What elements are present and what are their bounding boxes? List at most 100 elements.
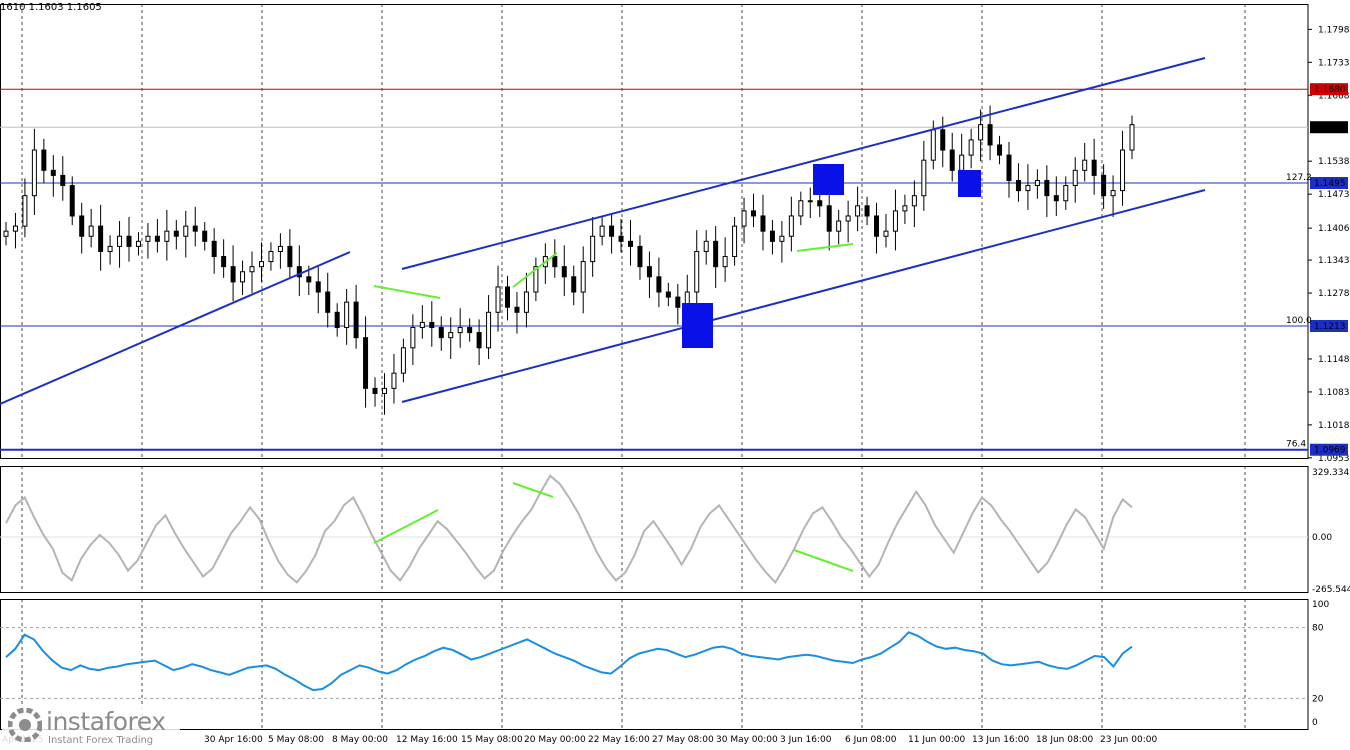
price-axis-label: 1.1406 — [1318, 224, 1350, 234]
candle-body — [722, 256, 728, 268]
candle-body — [372, 387, 378, 394]
level-price-label: 1.1680 — [1314, 85, 1346, 95]
candle-body — [987, 124, 993, 146]
price-axis-label: 1.1343 — [1318, 256, 1350, 266]
candle-body — [230, 266, 236, 283]
time-axis-label: 8 May 00:00 — [332, 735, 388, 745]
time-axis-label: 18 Jun 08:00 — [1036, 735, 1093, 745]
candle-body — [221, 256, 227, 268]
level-price-box — [1310, 443, 1348, 456]
channel-lower-line — [401, 189, 1206, 403]
price-axis-label: 1.1083 — [1318, 388, 1350, 398]
price-axis-label: 1.1018 — [1318, 421, 1350, 431]
candle-body — [79, 215, 85, 237]
candle-body — [703, 240, 709, 252]
candle-body — [192, 225, 198, 232]
panel-frame-0 — [0, 4, 1309, 459]
price-axis-label: 1.1278 — [1318, 289, 1350, 299]
candle-body — [457, 327, 463, 334]
candle-body — [438, 327, 444, 339]
level-price-box — [1310, 177, 1348, 189]
candle-body — [637, 245, 643, 268]
candle-body — [476, 332, 482, 349]
candle-body — [1044, 179, 1050, 197]
candle-body — [277, 245, 283, 252]
candle-body — [1006, 154, 1012, 181]
level-price-label: 1.1495 — [1314, 179, 1346, 189]
candle-body — [173, 230, 179, 237]
candle-body — [940, 129, 946, 151]
candle-body — [911, 195, 917, 207]
cci-axis-label: -265.544 — [1312, 585, 1350, 595]
candle-body — [609, 225, 615, 237]
candle-body — [12, 225, 18, 232]
divergence-line — [512, 252, 558, 288]
candle-body — [874, 215, 880, 237]
candle-body — [22, 195, 28, 227]
candle-body — [826, 205, 832, 232]
candle-body — [561, 266, 567, 278]
candle-body — [1025, 185, 1031, 192]
candle-body — [845, 215, 851, 222]
rsi-axis-label: 20 — [1312, 694, 1324, 704]
candle-body — [344, 301, 350, 329]
candle-body — [741, 210, 747, 227]
candle-body — [1015, 179, 1021, 192]
candle-body — [41, 149, 47, 171]
candle-body — [665, 291, 671, 298]
candle-body — [154, 235, 160, 242]
logo-name: instaforex — [46, 707, 166, 736]
candle-body — [98, 225, 104, 252]
price-axis-label: 1.1798 — [1318, 25, 1350, 35]
candle-body — [855, 205, 861, 217]
time-axis-label: 15 May 08:00 — [461, 735, 523, 745]
candle-body — [921, 159, 927, 197]
price-axis-label: 1.0953 — [1318, 454, 1350, 464]
divergence-line — [373, 285, 441, 299]
candle-body — [69, 185, 75, 217]
time-axis-label: 30 Apr 16:00 — [204, 735, 263, 745]
current-price-box — [1310, 121, 1348, 134]
candle-body — [751, 210, 757, 217]
candle-body — [429, 321, 435, 329]
candle-body — [571, 276, 577, 293]
candle-body — [902, 205, 908, 212]
candle-body — [88, 225, 94, 237]
price-axis-label: 1.1733 — [1318, 58, 1350, 68]
cci-divergence-line — [793, 549, 854, 572]
candle-body — [183, 225, 189, 237]
rsi-line — [5, 631, 1133, 692]
candle-body — [552, 256, 558, 268]
fib-level-label: 100.0 — [1286, 316, 1312, 326]
signal-marker — [682, 303, 713, 348]
candle-body — [533, 266, 539, 293]
candle-body — [467, 327, 473, 334]
fib-level-label: 76.4 — [1286, 440, 1306, 450]
candle-body — [495, 286, 501, 313]
time-axis-label: 22 May 16:00 — [588, 735, 650, 745]
cci-divergence-line — [373, 509, 439, 544]
price-axis-label: 1.1473 — [1318, 190, 1350, 200]
candle-body — [599, 225, 605, 237]
candle-body — [1120, 149, 1126, 192]
candle-body — [930, 129, 936, 161]
candle-body — [807, 200, 813, 203]
candle-body — [523, 291, 529, 313]
candle-body — [50, 169, 56, 176]
ohlc-header: 1610 1.1603 1.1605 — [0, 2, 102, 13]
cci-axis-label: 329.3341 — [1312, 468, 1350, 478]
panel-frame-1 — [0, 466, 1309, 593]
candle-body — [628, 240, 634, 247]
candle-body — [883, 230, 889, 237]
candle-body — [779, 235, 785, 242]
candle-body — [410, 327, 416, 349]
candle-body — [892, 210, 898, 232]
candle-body — [211, 240, 217, 258]
time-axis-label: 20 May 00:00 — [524, 735, 586, 745]
time-axis-label: 23 Jun 00:00 — [1100, 735, 1157, 745]
level-price-box — [1310, 320, 1348, 332]
candle-body — [363, 337, 369, 389]
candle-body — [145, 235, 151, 242]
candle-body — [240, 271, 246, 283]
